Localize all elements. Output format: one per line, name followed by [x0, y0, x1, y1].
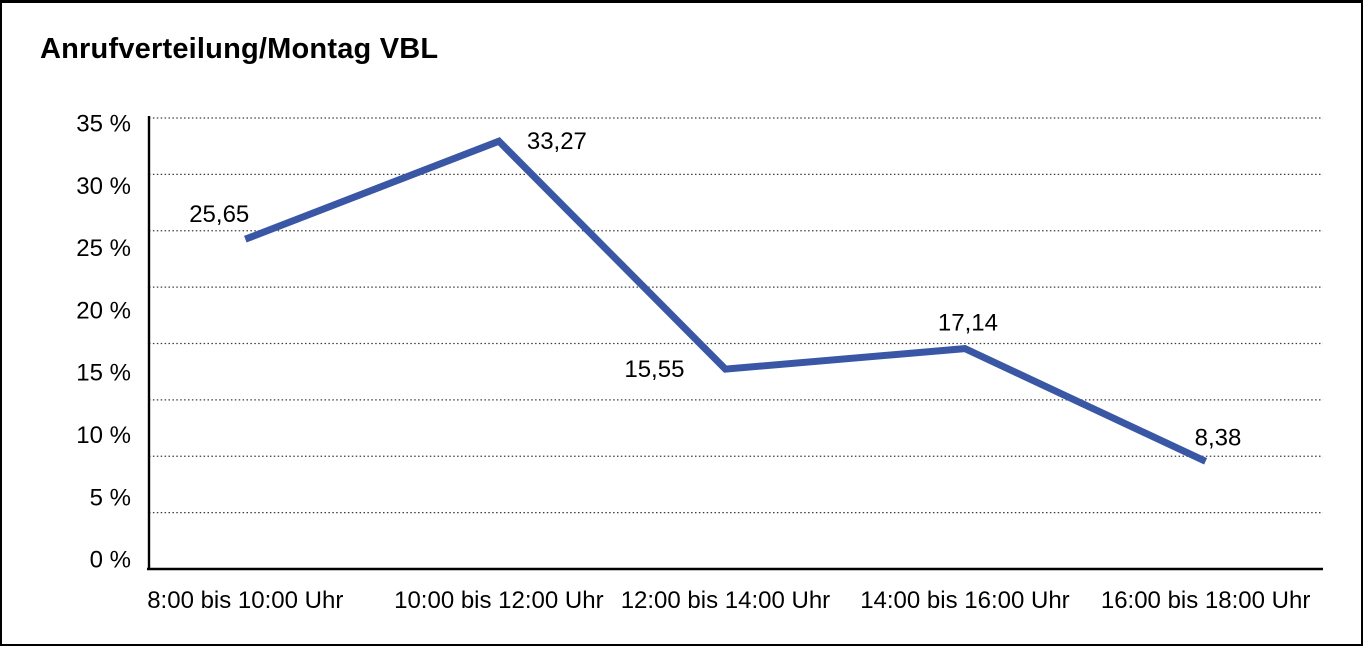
x-category-label: 8:00 bis 10:00 Uhr — [147, 587, 343, 614]
x-category-label: 12:00 bis 14:00 Uhr — [621, 587, 830, 614]
y-tick-label: 0 % — [90, 547, 131, 574]
data-line — [244, 137, 1208, 465]
chart-title: Anrufverteilung/Montag VBL — [40, 33, 439, 65]
x-category-label: 10:00 bis 12:00 Uhr — [394, 587, 603, 614]
y-tick-label: 15 % — [76, 360, 131, 387]
data-point-label: 15,55 — [624, 356, 684, 383]
line-chart: 35 % 30 % 25 % 20 % 15 % 10 % 5 % 0 % 8:00 bis 1… — [76, 111, 1323, 614]
y-tick-label: 30 % — [76, 173, 131, 200]
y-tick-label: 35 % — [76, 111, 131, 138]
y-tick-label: 20 % — [76, 297, 131, 324]
x-category-label: 16:00 bis 18:00 Uhr — [1101, 587, 1310, 614]
y-tick-label: 5 % — [90, 484, 131, 511]
x-category-label: 14:00 bis 16:00 Uhr — [860, 587, 1069, 614]
y-tick-label: 25 % — [76, 235, 131, 262]
data-point-label: 8,38 — [1195, 424, 1242, 451]
data-point-label: 17,14 — [938, 310, 998, 337]
data-point-label: 33,27 — [527, 128, 587, 155]
data-point-label: 25,65 — [189, 201, 249, 228]
y-tick-label: 10 % — [76, 422, 131, 449]
